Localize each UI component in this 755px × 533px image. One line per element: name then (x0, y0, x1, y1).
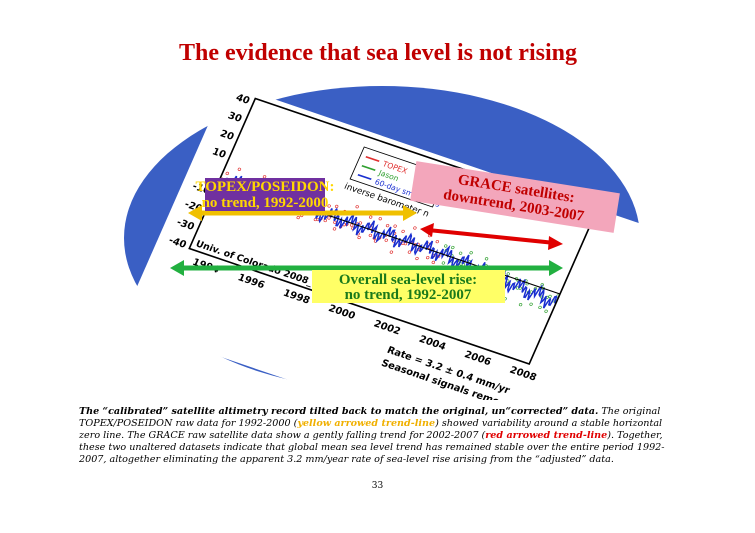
noise-dot (548, 294, 552, 298)
page-number: 33 (371, 481, 384, 491)
noise-dot (484, 257, 489, 261)
y-tick-label: -40 (167, 235, 188, 251)
noise-dot (441, 261, 446, 265)
noise-dot (431, 260, 436, 265)
legend-swatch (365, 156, 380, 163)
noise-dot (413, 226, 417, 230)
caption-text: The original TOPEX/POSEIDON raw data for… (79, 406, 661, 429)
callout-text: Overall sea-level rise: (339, 272, 477, 288)
noise-dot (469, 251, 473, 255)
noise-dot (458, 251, 463, 255)
arrow-head (420, 223, 434, 237)
noise-dot (529, 302, 533, 306)
arrow-head (403, 205, 417, 221)
legend-swatch (361, 165, 376, 172)
caption: The “calibrated” satellite altimetry rec… (79, 406, 679, 466)
y-tick-label: 20 (218, 128, 235, 143)
noise-dot (368, 215, 373, 219)
noise-dot (415, 256, 419, 261)
noise-dot (357, 235, 361, 240)
callout-text: TOPEX/POSEIDON: (196, 179, 335, 195)
noise-dot (332, 227, 337, 231)
arrow-head (548, 236, 563, 250)
noise-dot (237, 167, 242, 171)
noise-dot (296, 215, 300, 220)
noise-dot (451, 245, 455, 250)
noise-dot (389, 250, 394, 254)
y-tick-label: 30 (226, 110, 243, 125)
noise-dot (538, 305, 542, 310)
title: The evidence that sea level is not risin… (179, 40, 577, 66)
noise-dot (334, 204, 339, 209)
noise-dot (358, 221, 363, 225)
noise-dot (544, 309, 548, 313)
noise-dot (401, 229, 405, 233)
noise-dot (327, 216, 331, 220)
callout-box (205, 178, 325, 211)
red-arrow (427, 228, 556, 245)
noise-dot (327, 204, 331, 208)
y-tick-label: 10 (210, 146, 227, 161)
y-tick-label: 40 (234, 92, 251, 107)
caption-text: ) showed variability around a stable hor… (79, 418, 663, 441)
noise-dot (518, 303, 523, 307)
callout-box (312, 270, 505, 303)
arrow-head (549, 260, 563, 276)
callout-text: no trend, 1992-2000 (202, 195, 329, 211)
noise-dot (384, 238, 388, 242)
callout-text: no trend, 1992-2007 (345, 287, 472, 303)
noise-dot (435, 240, 439, 244)
noise-dot (444, 244, 448, 248)
caption-highlight: yellow arrowed trend-line (297, 418, 436, 429)
noise-dot (323, 218, 327, 223)
noise-dot (426, 256, 430, 260)
arrow-head (170, 260, 184, 276)
noise-dot (385, 224, 390, 228)
callout-box (410, 161, 620, 233)
plot-frame (188, 97, 597, 366)
noise-dot (355, 205, 359, 209)
figure: The evidence that sea level is not risin… (124, 40, 640, 400)
noise-dot (378, 217, 382, 221)
caption-lead: The “calibrated” satellite altimetry rec… (79, 406, 599, 417)
noise-dot (393, 224, 397, 228)
y-tick-label: -30 (175, 217, 196, 233)
noise-dot (262, 175, 267, 179)
caption-highlight: red arrowed trend-line (485, 430, 608, 441)
noise-dot (225, 171, 229, 176)
legend-swatch (357, 174, 372, 181)
arrow-head (188, 205, 202, 221)
caption-text: ). Together, these two unaltered dataset… (79, 430, 665, 465)
noise-dot (368, 233, 373, 237)
noise-dot (407, 250, 412, 254)
